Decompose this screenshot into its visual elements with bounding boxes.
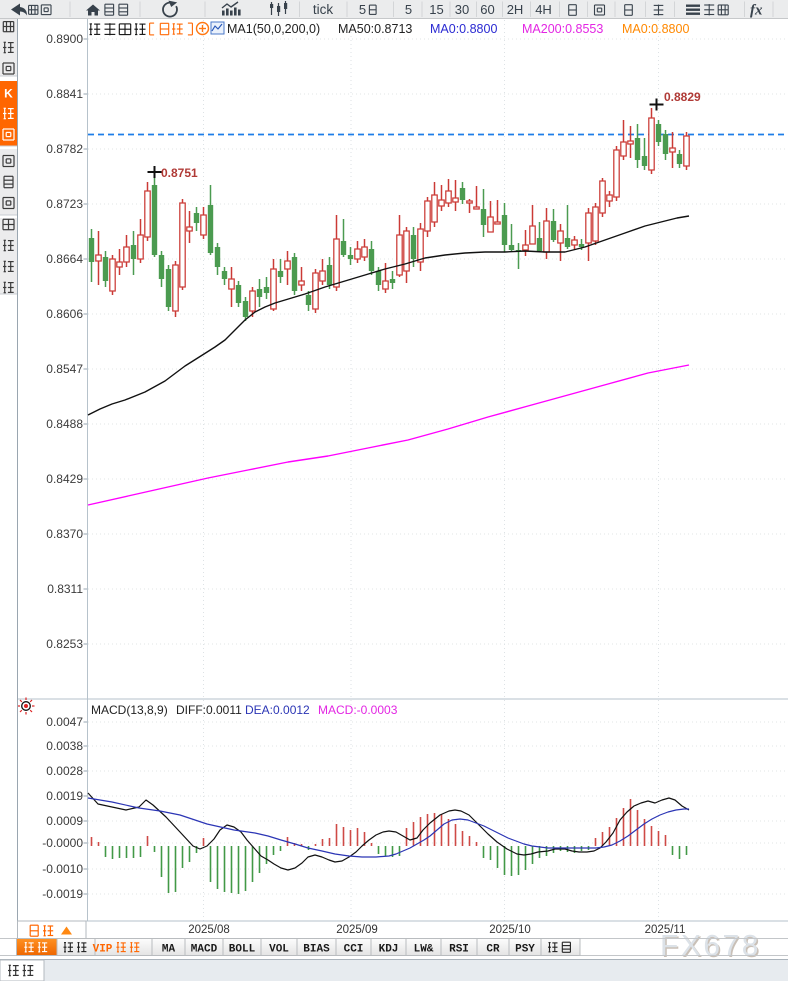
svg-text:MA1(50,0,200,0): MA1(50,0,200,0) [227,22,320,36]
svg-text:0.8829: 0.8829 [664,90,701,104]
svg-text:30: 30 [455,2,469,17]
svg-text:BOLL: BOLL [229,944,256,956]
svg-text:MACD:-0.0003: MACD:-0.0003 [318,703,398,717]
svg-text:15: 15 [429,2,443,17]
svg-text:fx: fx [750,3,763,19]
svg-text:0.0028: 0.0028 [46,764,83,778]
svg-text:0.0047: 0.0047 [46,715,83,729]
svg-text:0.8547: 0.8547 [46,362,83,376]
svg-text:0.0038: 0.0038 [46,739,83,753]
svg-text:MACD: MACD [191,944,218,956]
svg-text:LW&: LW& [414,944,434,956]
svg-text:CCI: CCI [344,944,364,956]
svg-text:0.8488: 0.8488 [46,417,83,431]
svg-text:-0.0019: -0.0019 [42,887,83,901]
svg-text:BIAS: BIAS [303,944,330,956]
svg-text:MA50:0.8713: MA50:0.8713 [338,22,412,36]
svg-text:2025/09: 2025/09 [336,924,378,936]
svg-text:tick: tick [313,2,334,17]
svg-text:0.8429: 0.8429 [46,472,83,486]
svg-text:0.8370: 0.8370 [46,527,83,541]
svg-text:5: 5 [405,2,412,17]
svg-text:MA200:0.8553: MA200:0.8553 [522,22,603,36]
svg-text:MA0:0.8800: MA0:0.8800 [622,22,689,36]
svg-text:2025/10: 2025/10 [489,924,531,936]
svg-text:60: 60 [480,2,494,17]
svg-text:0.0019: 0.0019 [46,789,83,803]
svg-text:0.8900: 0.8900 [46,32,83,46]
svg-text:2025/11: 2025/11 [645,924,686,936]
svg-text:5: 5 [359,2,366,17]
svg-text:RSI: RSI [449,944,469,956]
svg-text:VIP: VIP [93,944,113,956]
svg-text:0.8606: 0.8606 [46,307,83,321]
svg-text:FX678: FX678 [662,931,763,964]
svg-text:K: K [4,87,13,101]
svg-text:-0.0000: -0.0000 [42,836,83,850]
svg-text:2025/08: 2025/08 [188,924,230,936]
svg-text:DIFF:0.0011: DIFF:0.0011 [176,703,242,717]
svg-text:2H: 2H [507,2,524,17]
svg-text:KDJ: KDJ [379,944,399,956]
svg-text:0.8311: 0.8311 [47,582,83,596]
svg-text:0.8841: 0.8841 [46,87,83,101]
svg-text:0.8253: 0.8253 [46,637,83,651]
svg-text:4H: 4H [535,2,552,17]
svg-text:MA: MA [162,944,176,956]
svg-text:0.8782: 0.8782 [46,142,83,156]
svg-text:MA0:0.8800: MA0:0.8800 [430,22,497,36]
svg-text:CR: CR [486,944,500,956]
svg-text:-0.0010: -0.0010 [42,862,83,876]
svg-text:FX678: FX678 [660,930,761,963]
svg-text:0.8723: 0.8723 [46,197,83,211]
svg-text:MACD(13,8,9): MACD(13,8,9) [91,703,168,717]
svg-text:0.8751: 0.8751 [161,166,198,180]
svg-text:VOL: VOL [269,944,289,956]
svg-text:DEA:0.0012: DEA:0.0012 [245,703,310,717]
svg-text:PSY: PSY [515,944,535,956]
svg-text:0.0009: 0.0009 [46,814,83,828]
svg-text:0.8664: 0.8664 [46,252,83,266]
